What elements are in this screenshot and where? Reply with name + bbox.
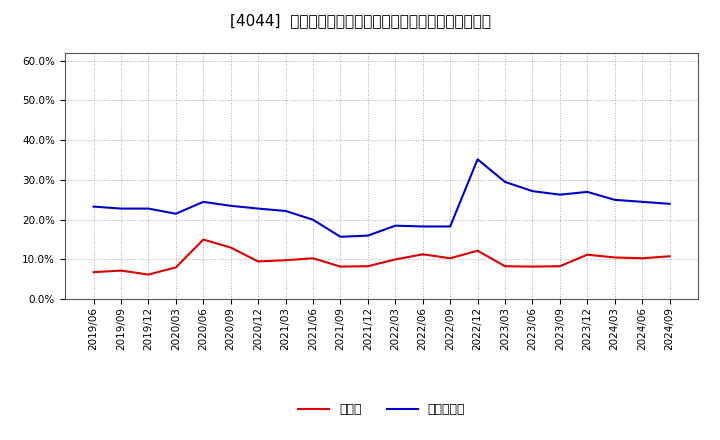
- Line: 現預金: 現預金: [94, 240, 670, 275]
- 現預金: [89, 270, 98, 275]
- 現預金: [638, 256, 647, 261]
- 現預金: [171, 265, 180, 270]
- 有利子負債: [665, 201, 674, 206]
- 有利子負債: [391, 223, 400, 228]
- 有利子負債: [171, 211, 180, 216]
- 有利子負債: [226, 203, 235, 209]
- 有利子負債: [144, 206, 153, 211]
- 現預金: [528, 264, 537, 269]
- 有利子負債: [446, 224, 454, 229]
- 現預金: [391, 257, 400, 262]
- 現預金: [226, 245, 235, 250]
- 有利子負債: [528, 188, 537, 194]
- 有利子負債: [583, 189, 592, 194]
- 有利子負債: [611, 197, 619, 202]
- 現預金: [309, 256, 318, 261]
- 現預金: [446, 256, 454, 261]
- 有利子負債: [473, 157, 482, 162]
- 現預金: [117, 268, 125, 273]
- 現預金: [144, 272, 153, 277]
- 有利子負債: [254, 206, 263, 211]
- 現預金: [500, 264, 509, 269]
- Text: [4044]  現預金、有利子負債の総資産に対する比率の推移: [4044] 現預金、有利子負債の総資産に対する比率の推移: [230, 13, 490, 28]
- 現預金: [611, 255, 619, 260]
- 有利子負債: [117, 206, 125, 211]
- 有利子負債: [638, 199, 647, 205]
- 有利子負債: [364, 233, 372, 238]
- 有利子負債: [282, 208, 290, 213]
- 現預金: [254, 259, 263, 264]
- Line: 有利子負債: 有利子負債: [94, 159, 670, 237]
- 有利子負債: [556, 192, 564, 197]
- 有利子負債: [199, 199, 207, 205]
- 現預金: [336, 264, 345, 269]
- 現預金: [583, 252, 592, 257]
- 有利子負債: [500, 180, 509, 185]
- 現預金: [282, 257, 290, 263]
- 有利子負債: [309, 217, 318, 222]
- 現預金: [556, 264, 564, 269]
- 現預金: [418, 252, 427, 257]
- 有利子負債: [336, 234, 345, 239]
- Legend: 現預金, 有利子負債: 現預金, 有利子負債: [293, 398, 470, 421]
- 現預金: [199, 237, 207, 242]
- 有利子負債: [418, 224, 427, 229]
- 現預金: [364, 264, 372, 269]
- 現預金: [665, 253, 674, 259]
- 有利子負債: [89, 204, 98, 209]
- 現預金: [473, 248, 482, 253]
